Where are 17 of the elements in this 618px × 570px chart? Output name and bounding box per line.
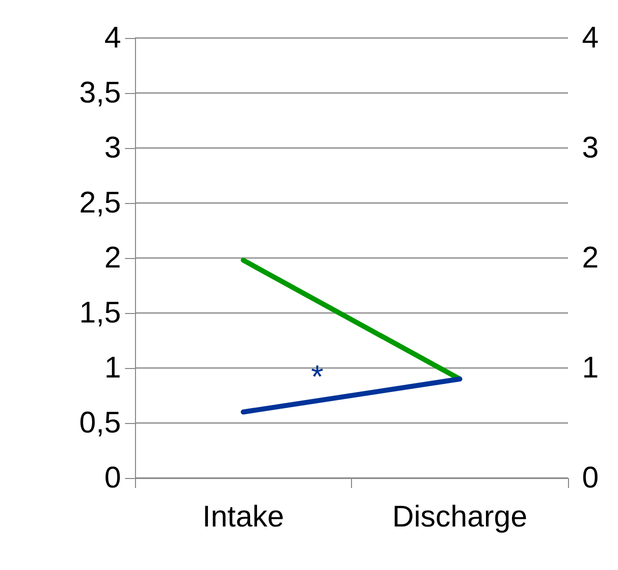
y-tick-label: 2 [104,242,121,274]
y-tick-label: 0,5 [79,406,121,440]
x-tick-label: Intake [202,500,284,534]
y-tick-label: 2,5 [79,186,121,220]
y-tick-label: 1,5 [79,296,121,330]
y-tick-label: 4 [104,22,121,54]
y2-tick-label: 0 [582,462,599,494]
y2-tick-label: 1 [582,352,599,384]
y-tick-label: 3 [104,132,121,164]
y2-tick-label: 2 [582,242,599,274]
y-tick-label: 0 [104,462,121,494]
y-tick-label: 3,5 [79,76,121,110]
y2-tick-label: 3 [582,132,599,164]
x-tick-label: Discharge [392,500,528,534]
annotation: * [311,358,324,394]
y2-tick-label: 4 [582,22,599,54]
y-tick-label: 1 [104,352,121,384]
